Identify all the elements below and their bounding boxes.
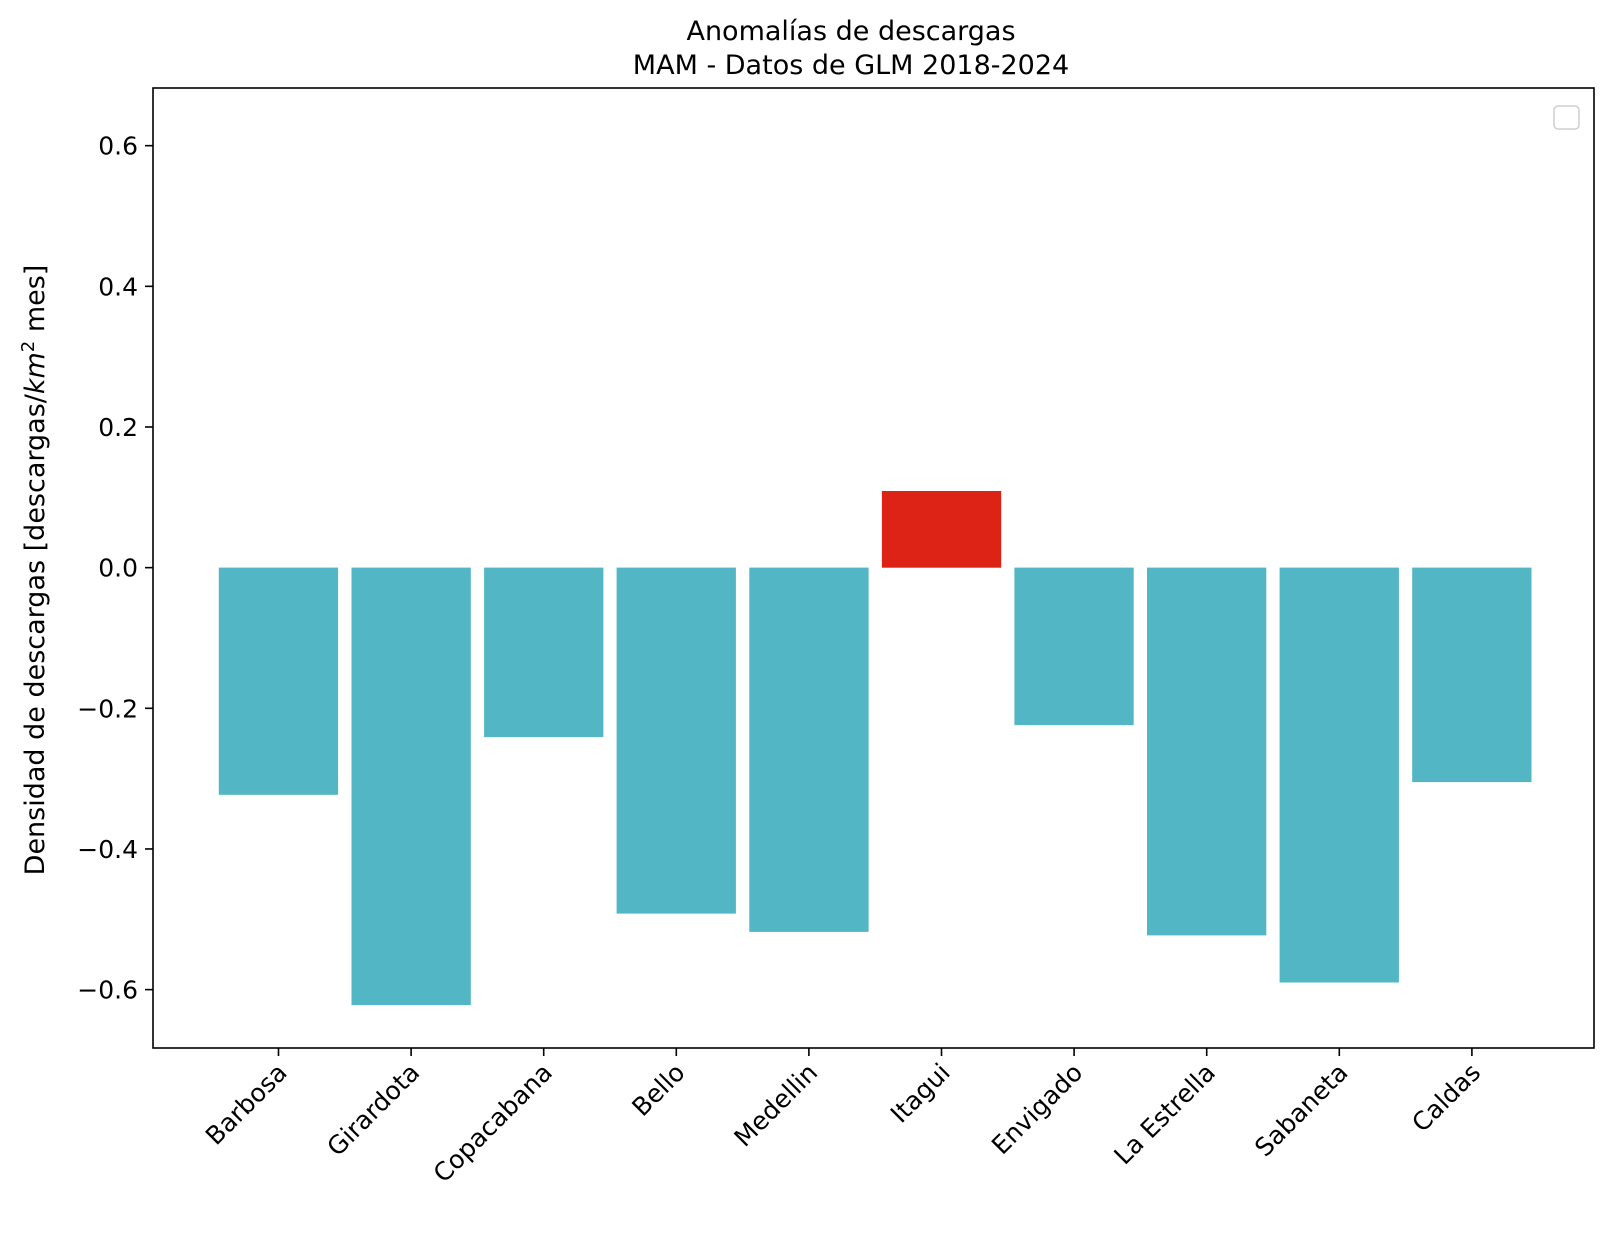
y-axis-label: Densidad de descargas [descargas/km2 mes… [18,265,51,876]
bar-sabaneta [1279,567,1399,983]
x-tick-label: La Estrella [1108,1058,1221,1171]
y-tick-label: 0.0 [98,554,138,583]
bars-group [218,491,1532,1006]
bar-barbosa [218,567,339,795]
x-tick-label: Itagui [885,1058,956,1129]
bar-copacabana [484,567,604,738]
x-tick-label: Copacabana [428,1058,558,1188]
chart-title: Anomalías de descargas [686,16,1015,47]
y-axis-label-unit: km [20,352,51,394]
plot-frame [152,87,1595,1049]
legend-box [1553,105,1580,130]
x-tick-label: Caldas [1406,1058,1486,1138]
y-axis-label-before: Densidad de descargas [descargas/ [20,393,51,875]
x-tick-label: Girardota [321,1058,425,1162]
y-tick-label: 0.2 [98,413,138,442]
y-tick-label: 0.4 [98,272,138,301]
bar-caldas [1412,567,1532,783]
x-tick-label: Bello [626,1058,690,1122]
x-tick-label: Barbosa [200,1058,293,1151]
y-tick-label: 0.6 [98,132,138,161]
x-tick-label: Envigado [986,1058,1088,1160]
bar-itagui [881,491,1002,568]
bar-medellin [749,567,869,932]
bar-envigado [1014,567,1134,726]
bar-girardota [351,567,471,1006]
y-tick-label: −0.6 [77,976,138,1005]
bar-la-estrella [1147,567,1267,936]
y-tick-label: −0.4 [77,835,138,864]
bar-bello [616,567,736,914]
x-axis-ticks: Barbosa Girardota Copacabana Bello Medellin I… [200,1048,1486,1188]
y-axis-label-superscript: 2 [18,341,39,352]
x-tick-label: Medellin [728,1058,823,1153]
x-tick-label: Sabaneta [1249,1058,1353,1162]
chart-subtitle: MAM - Datos de GLM 2018-2024 [633,50,1069,81]
y-axis-ticks: 0.6 0.4 0.2 0.0 −0.2 −0.4 −0.6 [77,132,153,1005]
y-tick-label: −0.2 [77,694,138,723]
y-axis-label-after: mes] [20,265,51,341]
